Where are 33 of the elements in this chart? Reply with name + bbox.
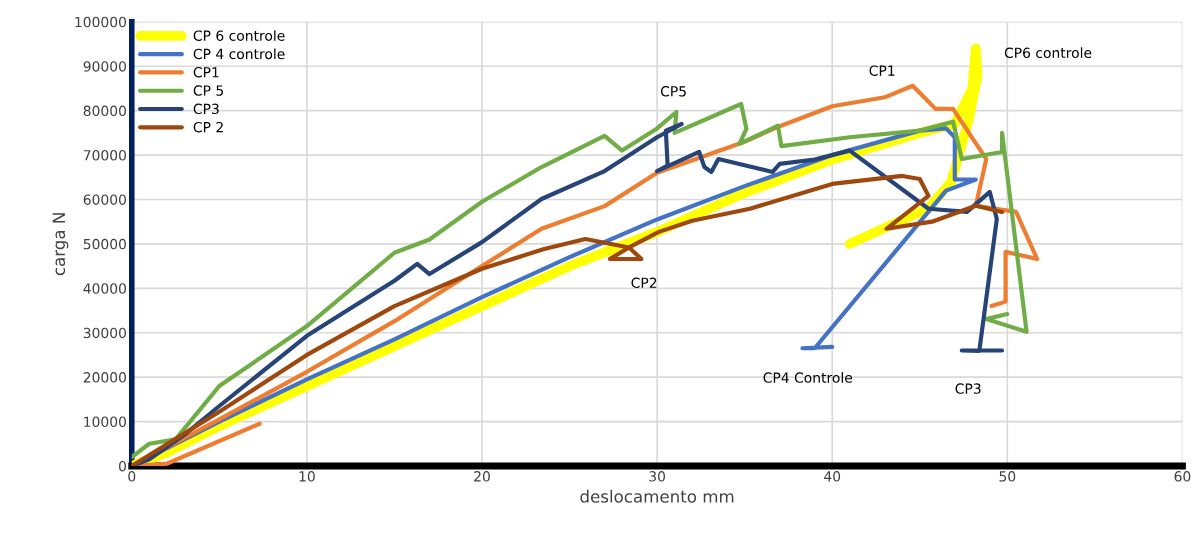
y-tick-label: 0 [119,460,126,472]
legend-label: CP 6 controle [193,30,285,41]
y-tick-label: 60000 [83,194,126,205]
x-tick-label: 20 [474,471,490,482]
legend-label: CP 2 [193,121,223,133]
y-tick-label: 90000 [83,61,126,72]
y-tick-label: 50000 [83,238,126,250]
y-tick-label: 80000 [83,105,126,117]
annotation: CP6 controle [1004,47,1092,59]
annotation: CP1 [869,65,895,76]
y-axis-title: carga N [52,213,69,276]
legend-label: CP 5 [193,85,223,96]
x-axis-title: deslocamento mm [580,489,734,503]
x-tick-label: 50 [999,471,1016,482]
line-series [131,173,1005,466]
y-tick-label: 10000 [84,416,126,428]
y-tick-label: 30000 [83,327,126,339]
legend-label: CP3 [193,103,219,115]
annotation: CP2 [631,277,657,289]
x-tick-label: 60 [1174,471,1191,482]
x-tick-label: 0 [128,471,136,482]
annotation: CP5 [660,86,686,97]
annotation: CP4 Controle [763,372,853,383]
x-tick-label: 10 [299,471,315,482]
y-tick-label: 100000 [75,16,126,28]
y-tick-label: 70000 [83,150,126,161]
legend-label: CP 4 controle [193,48,285,60]
y-tick-label: 40000 [83,283,126,294]
x-tick-label: 30 [649,471,666,482]
legend-label: CP1 [193,66,219,78]
y-tick-label: 20000 [83,372,126,383]
annotation: CP3 [955,383,981,394]
x-tick-label: 40 [824,471,841,482]
